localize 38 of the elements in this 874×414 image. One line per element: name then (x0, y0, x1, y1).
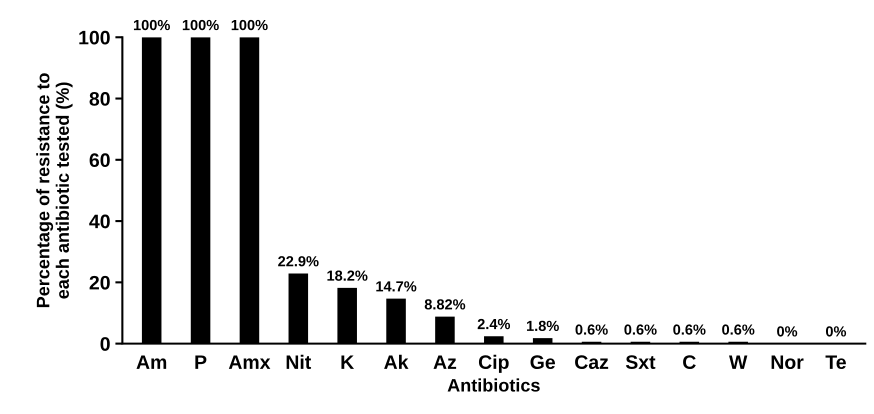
data-label: 18.2% (327, 270, 368, 281)
data-label: 100% (232, 20, 268, 30)
x-tick-label: Am (136, 355, 166, 369)
y-axis-title: Percentage of resistance to each antibiotic tested (%) (36, 73, 73, 308)
x-tick-label: Cip (478, 354, 509, 373)
data-label: 14.7% (376, 281, 416, 292)
data-label: 22.9% (278, 256, 319, 266)
data-label: 0% (777, 326, 798, 337)
x-tick-label: K (341, 355, 354, 369)
x-tick-label: Amx (228, 355, 270, 369)
x-tick-label: Caz (575, 355, 608, 370)
x-tick-label: Ge (530, 355, 555, 370)
data-label: 0.6% (576, 324, 608, 335)
data-label: 2.4% (478, 318, 510, 330)
data-label: 100% (182, 20, 219, 30)
y-tick-label: 0 (100, 337, 110, 351)
data-label: 100% (134, 20, 170, 30)
data-label: 8.82% (424, 299, 466, 310)
x-tick-label: Sxt (626, 355, 656, 370)
data-label: 0.6% (722, 324, 754, 335)
data-label: 0% (826, 326, 846, 337)
x-tick-label: C (683, 355, 696, 370)
x-tick-label: W (729, 355, 748, 369)
y-tick-label: 80 (90, 92, 110, 106)
y-tick-label: 40 (89, 214, 110, 228)
data-label: 0.6% (624, 324, 657, 335)
x-axis-title: Antibiotics (448, 378, 540, 392)
x-tick-label: Te (826, 355, 846, 370)
x-tick-label: Az (434, 355, 456, 369)
x-tick-label: P (195, 355, 206, 369)
data-label: 0.6% (673, 324, 706, 335)
x-tick-label: Nor (772, 355, 804, 370)
y-tick-label: 20 (90, 276, 110, 290)
data-label: 1.8% (526, 320, 559, 332)
y-tick-label: 60 (90, 153, 110, 168)
x-tick-label: Nit (286, 354, 312, 369)
x-tick-label: Ak (384, 354, 409, 369)
y-tick-label: 100 (79, 30, 110, 44)
